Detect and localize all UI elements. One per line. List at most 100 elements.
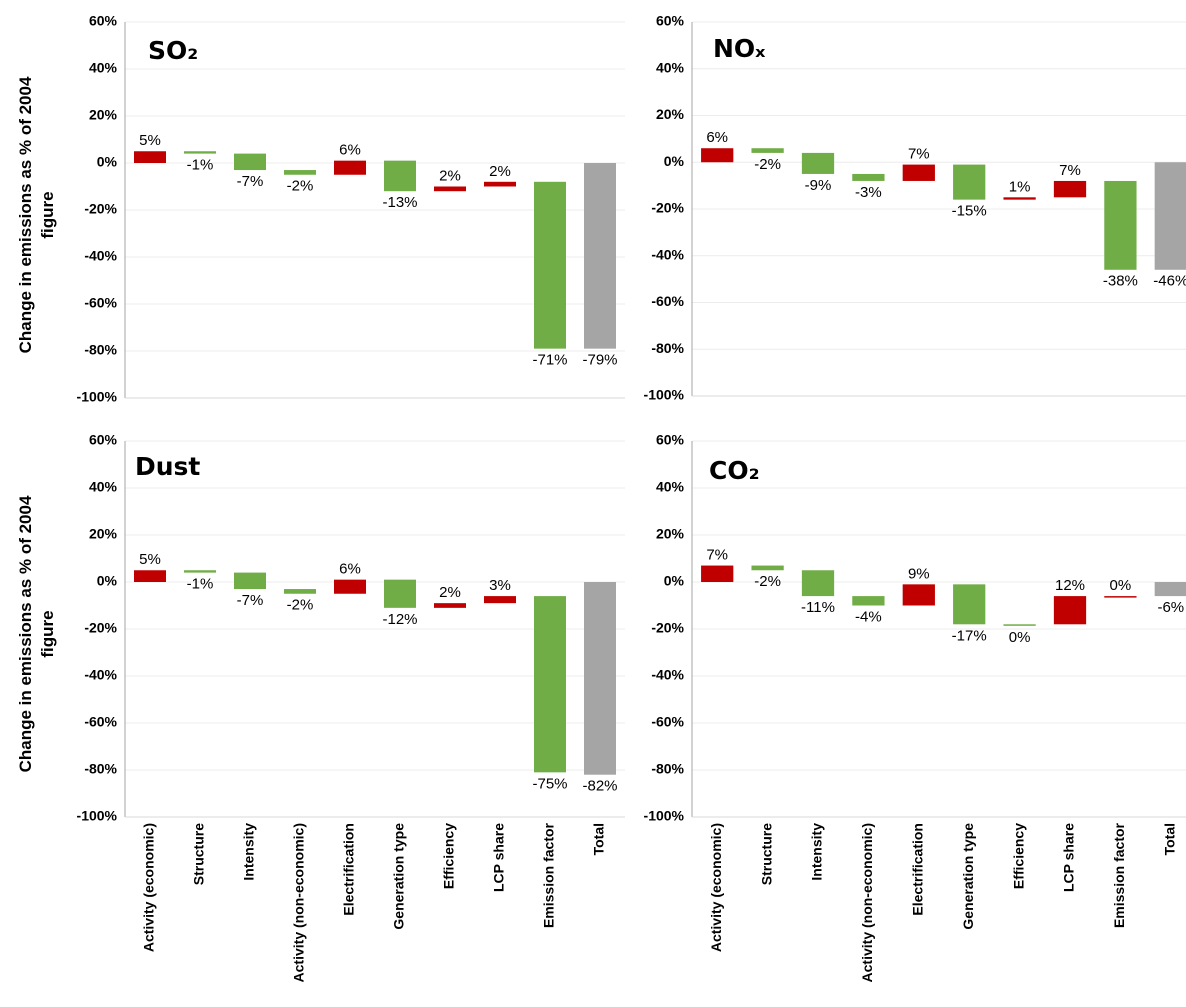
- bar: [751, 148, 784, 153]
- value-label: 7%: [1059, 162, 1081, 179]
- x-tick-label: Structure: [758, 823, 774, 885]
- bar: [1154, 582, 1186, 597]
- y-tick-label: -100%: [77, 389, 118, 405]
- y-tick-label: 20%: [89, 107, 118, 123]
- value-label: 6%: [339, 142, 361, 159]
- bar: [852, 596, 885, 606]
- y-tick-label: 20%: [656, 106, 685, 122]
- chart-panel: 60% 40% 20% 0% -20% -40% -60% -80% -100% Dust Chan…: [16, 432, 625, 982]
- x-tick-label: Activity (non-economic): [291, 823, 307, 982]
- chart-panel: 60% 40% 20% 0% -20% -40% -60% -80% -100% CO₂ 7% Act…: [644, 432, 1186, 982]
- y-tick-label: -80%: [84, 761, 117, 777]
- value-label: -1%: [187, 576, 214, 593]
- y-tick-label: -80%: [84, 342, 117, 358]
- y-tick-label: 60%: [656, 432, 685, 448]
- x-tick-label: Structure: [191, 823, 207, 885]
- value-label: -2%: [287, 178, 314, 195]
- value-label: 12%: [1055, 577, 1085, 594]
- bar: [852, 173, 885, 181]
- bar: [953, 584, 986, 625]
- value-label: 2%: [439, 167, 461, 184]
- y-tick-label: 0%: [664, 153, 685, 169]
- bar: [284, 589, 316, 594]
- value-label: -82%: [582, 778, 617, 795]
- bar: [334, 579, 366, 594]
- value-label: 5%: [139, 132, 161, 149]
- bar: [1104, 180, 1137, 270]
- value-label: -13%: [382, 194, 417, 211]
- y-tick-label: -100%: [644, 387, 685, 403]
- value-label: -38%: [1103, 273, 1138, 290]
- y-tick-label: -60%: [84, 714, 117, 730]
- y-tick-label: -20%: [84, 620, 117, 636]
- x-tick-label: Generation type: [391, 823, 407, 930]
- bar: [1003, 197, 1036, 200]
- value-label: 9%: [908, 565, 930, 582]
- y-tick-label: 0%: [97, 573, 118, 589]
- value-label: -2%: [287, 597, 314, 614]
- x-tick-label: Electrification: [341, 823, 357, 916]
- bar: [534, 596, 566, 773]
- bar: [584, 582, 616, 775]
- x-tick-label: Electrification: [910, 823, 926, 916]
- value-label: 1%: [1009, 178, 1031, 195]
- bar: [184, 570, 216, 573]
- value-label: 0%: [1110, 577, 1132, 594]
- value-label: 3%: [489, 577, 511, 594]
- y-axis-title-box: Change in emissions as % of 2004 figure: [16, 77, 57, 354]
- y-tick-label: 20%: [656, 526, 685, 542]
- y-tick-label: -40%: [84, 248, 117, 264]
- bar: [134, 151, 166, 163]
- y-tick-label: -100%: [77, 808, 118, 824]
- y-tick-label: 60%: [89, 13, 118, 29]
- bar: [953, 164, 986, 200]
- value-label: 2%: [489, 163, 511, 180]
- value-label: 6%: [706, 129, 728, 146]
- value-label: -3%: [855, 184, 882, 201]
- value-label: -15%: [952, 203, 987, 220]
- bar: [1053, 596, 1087, 625]
- x-tick-label: LCP share: [1061, 823, 1077, 892]
- x-tick-label: Activity (economic): [141, 823, 157, 952]
- bar: [701, 565, 734, 582]
- y-axis-title-box: Change in emissions as % of 2004 figure: [16, 496, 57, 773]
- y-tick-label: -60%: [651, 293, 684, 309]
- y-tick-label: -40%: [84, 667, 117, 683]
- bar: [184, 151, 216, 154]
- value-label: -9%: [805, 177, 832, 194]
- value-label: -1%: [187, 157, 214, 174]
- value-label: -46%: [1153, 273, 1186, 290]
- x-tick-label: Efficiency: [441, 823, 457, 889]
- y-tick-label: 40%: [89, 479, 118, 495]
- value-label: -79%: [582, 352, 617, 369]
- x-tick-label: Total: [591, 823, 607, 855]
- bar: [1053, 180, 1087, 198]
- bar: [534, 181, 566, 349]
- x-tick-label: Total: [1162, 823, 1178, 855]
- bar: [134, 570, 166, 582]
- y-tick-label: -20%: [651, 200, 684, 216]
- x-tick-label: Emission factor: [541, 822, 557, 928]
- value-label: 6%: [339, 561, 361, 578]
- bar: [801, 152, 835, 174]
- y-tick-label: 40%: [656, 479, 685, 495]
- value-label: 5%: [139, 551, 161, 568]
- y-tick-label: -20%: [84, 201, 117, 217]
- y-tick-label: -40%: [651, 667, 684, 683]
- x-tick-label: Generation type: [960, 823, 976, 930]
- x-tick-label: Intensity: [241, 823, 257, 881]
- bar: [902, 164, 935, 181]
- x-tick-label: Emission factor: [1111, 822, 1127, 928]
- bar: [701, 148, 734, 163]
- y-tick-label: -80%: [651, 761, 684, 777]
- bar: [1104, 596, 1137, 598]
- value-label: -2%: [754, 156, 781, 173]
- value-label: -7%: [237, 173, 264, 190]
- value-label: 7%: [706, 547, 728, 564]
- bar: [484, 181, 516, 187]
- value-label: -17%: [952, 627, 987, 644]
- x-tick-label: Activity (economic): [708, 823, 724, 952]
- x-tick-label: Activity (non-economic): [859, 823, 875, 982]
- chart-title: Dust: [135, 452, 200, 481]
- value-label: -7%: [237, 592, 264, 609]
